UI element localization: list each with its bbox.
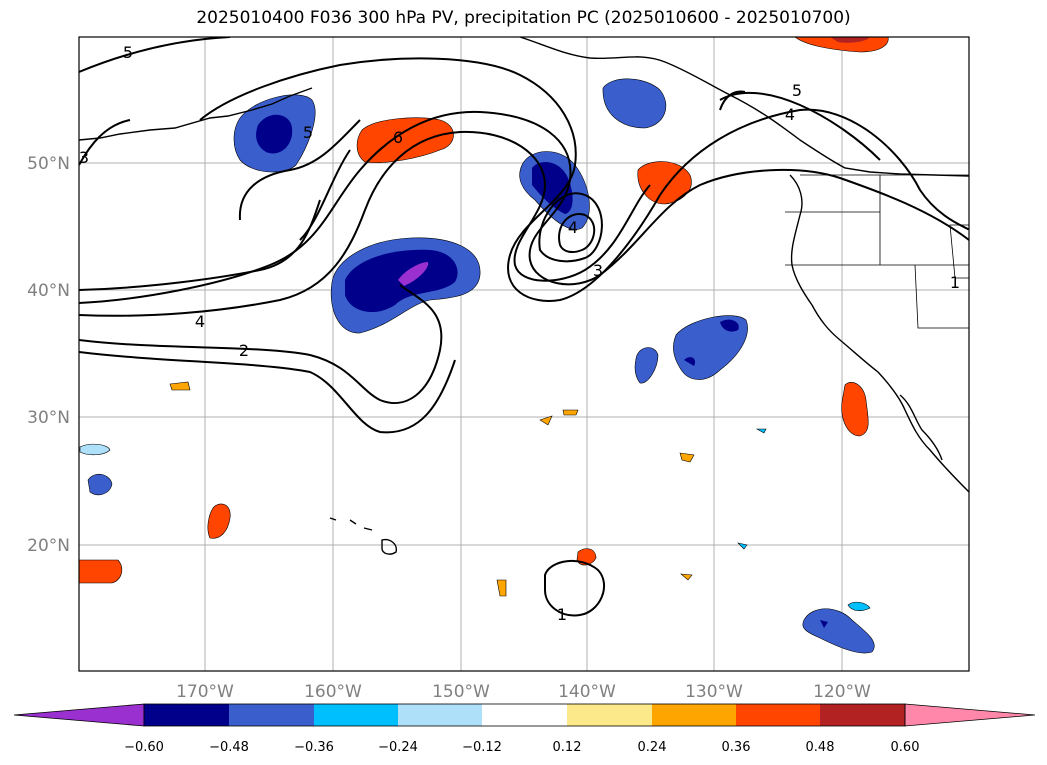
colorbar-bin [567, 704, 652, 726]
colorbar-bin [736, 704, 820, 726]
colorbar-tick-label: 0.36 [722, 740, 751, 755]
lat-label-30n: 30°N [27, 408, 70, 428]
pv-contour-2 [79, 284, 443, 404]
pv-contour-ne [719, 91, 881, 161]
lat-label-50n: 50°N [27, 154, 70, 174]
pv-contour-trough [79, 199, 321, 291]
pv-contour-6-west [79, 119, 131, 166]
colorbar-tick-label: 0.24 [638, 740, 667, 755]
pos-blob-w20 [79, 559, 123, 584]
lat-labels: 50°N 40°N 30°N 20°N [27, 154, 70, 556]
pv-contour-ring [538, 192, 603, 263]
pv-contours [79, 37, 969, 617]
lon-label-130w: 130°W [685, 682, 743, 702]
colorbar-tick-label: −0.24 [378, 740, 418, 755]
neg-blob-small-a [634, 347, 659, 384]
colorbar: −0.60 −0.48 −0.36 −0.24 −0.12 0.12 0.24 … [13, 703, 1036, 755]
pos-blob-baja [841, 381, 869, 437]
pv-contour-west-loop2 [299, 149, 351, 241]
colorbar-extend-high [904, 703, 1036, 727]
map-frame [78, 36, 970, 672]
colorbar-bin [398, 704, 482, 726]
contour-label: 4 [785, 105, 795, 124]
pos-blob-north [356, 117, 454, 163]
colorbar-tick-label: −0.12 [462, 740, 502, 755]
pv-contour-1 [79, 351, 456, 434]
colorbar-tick-label: 0.60 [891, 740, 920, 755]
lat-label-20n: 20°N [27, 536, 70, 556]
pv-contour-low [544, 559, 605, 617]
colorbar-tick-label: 0.12 [553, 740, 582, 755]
pv-contour-5-aleut [199, 57, 969, 302]
lat-label-40n: 40°N [27, 281, 70, 301]
figure-title: 2025010400 F036 300 hPa PV, precipitatio… [196, 8, 851, 28]
map-content: 5 5 6 4 2 3 4 1 5 4 3 1 [79, 37, 969, 671]
contour-label: 3 [593, 261, 603, 280]
pos-blob-w22 [207, 503, 231, 539]
colorbar-bin [482, 704, 567, 726]
pv-contour-ne2 [719, 90, 746, 111]
colorbar-bin [820, 704, 905, 726]
contour-label: 3 [79, 148, 89, 167]
lon-label-150w: 150°W [432, 682, 490, 702]
hawaii [329, 517, 397, 555]
pv-contour-ring2 [558, 213, 596, 254]
coast-alaska-aleutians [79, 87, 313, 141]
neg-blob-se [802, 608, 875, 654]
lon-label-120w: 120°W [813, 682, 871, 702]
pv-contour-4-main [79, 110, 969, 304]
lon-label-160w: 160°W [304, 682, 362, 702]
contour-label: 1 [557, 605, 567, 624]
map-background [79, 37, 969, 671]
contour-label: 5 [303, 123, 313, 142]
pv-contour-3 [79, 130, 651, 317]
colorbar-bin [652, 704, 736, 726]
colorbar-tick-label: −0.48 [209, 740, 249, 755]
lon-labels: 170°W 160°W 150°W 140°W 130°W 120°W [176, 682, 871, 702]
contour-label: 6 [393, 128, 403, 147]
coast-north-america-west [789, 174, 969, 493]
neg-blob-w1 [87, 473, 113, 496]
contour-label-group: 5 5 6 4 2 3 4 1 5 4 3 1 [79, 43, 960, 624]
contour-label: 4 [568, 218, 578, 237]
contour-label: 5 [123, 43, 133, 62]
contour-label: 4 [195, 312, 205, 331]
neg-blob-goa [602, 78, 667, 129]
colorbar-bin [314, 704, 398, 726]
colorbar-outline [143, 703, 906, 727]
contour-label: 5 [792, 81, 802, 100]
colorbar-tick-label: −0.36 [294, 740, 334, 755]
coastlines [79, 37, 969, 555]
colorbar-bin [229, 704, 314, 726]
pos-blob-top [794, 37, 889, 53]
colorbar-tick-label: 0.48 [806, 740, 835, 755]
pv-contour-5-top [79, 37, 231, 73]
contour-label: 1 [950, 273, 960, 292]
colorbar-bin [144, 704, 229, 726]
pv-contour-west-loop [238, 119, 361, 221]
colorbar-tick-label: −0.60 [124, 740, 164, 755]
lon-label-140w: 140°W [558, 682, 616, 702]
contour-label: 2 [239, 341, 249, 360]
colorbar-extend-low [13, 703, 145, 727]
lon-label-170w: 170°W [176, 682, 234, 702]
